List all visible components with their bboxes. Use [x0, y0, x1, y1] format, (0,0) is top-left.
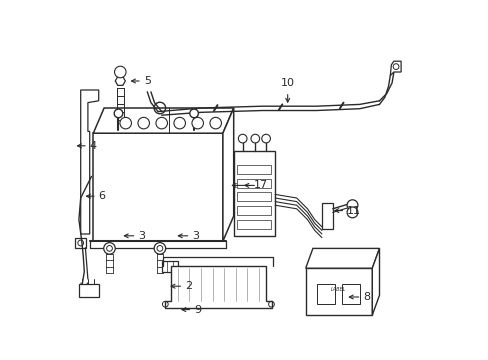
Circle shape — [238, 134, 246, 143]
Circle shape — [154, 243, 165, 254]
Text: 11: 11 — [346, 206, 360, 216]
Text: 1: 1 — [253, 180, 260, 190]
Polygon shape — [79, 284, 99, 297]
Circle shape — [156, 117, 167, 129]
Text: LABEL: LABEL — [331, 287, 346, 292]
Polygon shape — [237, 206, 271, 215]
Circle shape — [138, 117, 149, 129]
Text: 9: 9 — [194, 305, 201, 315]
Text: 3: 3 — [138, 231, 145, 241]
Polygon shape — [165, 266, 271, 308]
Circle shape — [261, 134, 270, 143]
Polygon shape — [162, 261, 178, 272]
Circle shape — [120, 117, 131, 129]
Circle shape — [114, 109, 122, 118]
Polygon shape — [237, 220, 271, 229]
Text: 8: 8 — [363, 292, 370, 302]
Circle shape — [209, 117, 221, 129]
Polygon shape — [237, 165, 271, 174]
Text: 2: 2 — [185, 281, 192, 291]
Polygon shape — [371, 248, 379, 315]
Circle shape — [250, 134, 259, 143]
Text: 10: 10 — [280, 78, 294, 88]
Polygon shape — [115, 77, 125, 85]
Polygon shape — [237, 192, 271, 201]
Polygon shape — [75, 238, 86, 248]
Polygon shape — [223, 108, 233, 241]
Polygon shape — [305, 268, 371, 315]
Text: 7: 7 — [258, 180, 265, 190]
Circle shape — [174, 117, 185, 129]
Circle shape — [192, 117, 203, 129]
Polygon shape — [321, 203, 332, 229]
Polygon shape — [93, 108, 233, 133]
Polygon shape — [389, 61, 400, 76]
Polygon shape — [237, 179, 271, 188]
Polygon shape — [305, 248, 379, 268]
Circle shape — [346, 207, 357, 218]
Polygon shape — [233, 151, 275, 236]
Text: 3: 3 — [192, 231, 199, 241]
Circle shape — [103, 243, 115, 254]
Circle shape — [114, 66, 126, 78]
Text: 5: 5 — [143, 76, 150, 86]
Polygon shape — [81, 90, 99, 234]
Text: 4: 4 — [89, 141, 97, 151]
Circle shape — [346, 200, 357, 211]
Circle shape — [189, 109, 198, 118]
Text: 6: 6 — [99, 191, 105, 201]
Polygon shape — [93, 133, 223, 241]
